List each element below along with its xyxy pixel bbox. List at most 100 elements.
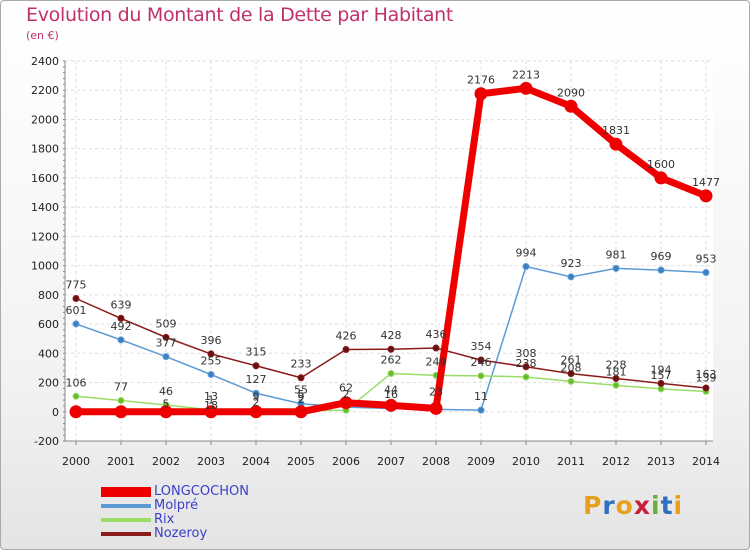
data-point-longcochon — [609, 137, 623, 151]
data-label: 509 — [156, 317, 177, 330]
data-point-molpre — [567, 273, 575, 281]
data-label: 377 — [156, 337, 177, 350]
data-point-longcochon — [654, 171, 668, 185]
legend-swatch — [101, 531, 151, 537]
data-label: 354 — [471, 340, 492, 353]
data-label: 246 — [471, 356, 492, 369]
x-tick-label: 2011 — [557, 455, 585, 468]
data-point-molpre — [477, 406, 485, 414]
data-point-molpre — [72, 320, 80, 328]
legend: LONGCOCHON Molpré Rix Nozeroy — [101, 484, 361, 541]
data-label: 2176 — [467, 74, 495, 87]
data-label: 436 — [426, 328, 447, 341]
data-point-nozeroy — [567, 370, 575, 378]
legend-swatch — [101, 503, 151, 509]
data-label: 492 — [111, 320, 132, 333]
logo-letter: r — [602, 491, 616, 520]
data-point-rix — [522, 373, 530, 381]
logo-letter: o — [615, 491, 634, 520]
data-point-molpre — [522, 262, 530, 270]
data-label: 2090 — [557, 86, 585, 99]
x-tick-label: 2009 — [467, 455, 495, 468]
data-point-longcochon — [564, 99, 578, 113]
chart-title: Evolution du Montant de la Dette par Hab… — [26, 4, 454, 26]
data-label: 639 — [111, 298, 132, 311]
data-point-nozeroy — [117, 314, 125, 322]
legend-label: Molpré — [154, 498, 199, 513]
legend-label: Rix — [154, 512, 175, 527]
data-label: 249 — [426, 355, 447, 368]
data-point-longcochon — [339, 396, 353, 410]
x-tick-label: 2014 — [692, 455, 720, 468]
legend-label: LONGCOCHON — [154, 484, 249, 499]
data-point-nozeroy — [477, 356, 485, 364]
data-label: 194 — [651, 363, 672, 376]
proxiti-logo: Proxiti — [583, 491, 683, 520]
data-label: 969 — [651, 250, 672, 263]
data-point-molpre — [252, 389, 260, 397]
data-label: 2 — [253, 396, 260, 409]
unit-label: (en €) — [26, 29, 59, 42]
data-label: 157 — [651, 369, 672, 382]
data-point-longcochon — [69, 405, 83, 419]
y-tick-label: 200 — [38, 377, 59, 390]
y-tick-label: -200 — [34, 435, 59, 448]
data-label: 62 — [339, 381, 353, 394]
data-label: 127 — [246, 373, 267, 386]
x-tick-label: 2001 — [107, 455, 135, 468]
data-label: 261 — [561, 354, 582, 367]
legend-item-longcochon: LONGCOCHON — [101, 484, 361, 499]
data-label: 1600 — [647, 158, 675, 171]
legend-label: Nozeroy — [154, 526, 208, 541]
data-label: 139 — [696, 371, 717, 384]
data-label: 2 — [298, 393, 305, 406]
data-point-longcochon — [699, 189, 713, 203]
data-label: 308 — [516, 347, 537, 360]
data-point-nozeroy — [702, 384, 710, 392]
logo-letter: x — [633, 491, 651, 520]
data-label: 953 — [696, 252, 717, 265]
data-label: 238 — [516, 357, 537, 370]
data-point-longcochon — [474, 87, 488, 101]
data-point-longcochon — [249, 405, 263, 419]
data-point-longcochon — [159, 405, 173, 419]
data-point-longcochon — [204, 405, 218, 419]
data-point-longcochon — [429, 401, 443, 415]
y-tick-label: 1800 — [31, 143, 59, 156]
data-label: 228 — [606, 358, 627, 371]
x-tick-label: 2010 — [512, 455, 540, 468]
data-label: 426 — [336, 330, 357, 343]
data-point-nozeroy — [432, 344, 440, 352]
data-point-nozeroy — [72, 295, 80, 302]
data-point-rix — [612, 381, 620, 389]
logo-letter: i — [651, 491, 661, 520]
data-point-longcochon — [114, 405, 128, 419]
data-label: 396 — [201, 334, 222, 347]
data-label: 255 — [201, 355, 222, 368]
data-label: 2 — [343, 388, 350, 401]
data-label: 1477 — [692, 176, 720, 189]
data-label: 106 — [66, 376, 87, 389]
y-tick-label: 800 — [38, 289, 59, 302]
x-tick-label: 2006 — [332, 455, 360, 468]
data-point-nozeroy — [207, 350, 215, 358]
logo-letter: t — [660, 491, 674, 520]
data-point-rix — [72, 392, 80, 400]
data-label: 18 — [204, 399, 218, 412]
data-point-molpre — [162, 353, 170, 361]
data-point-rix — [567, 377, 575, 385]
data-point-nozeroy — [522, 363, 530, 371]
legend-item-rix: Rix — [101, 512, 361, 527]
x-tick-label: 2012 — [602, 455, 630, 468]
data-label: 9 — [253, 390, 260, 403]
data-label: 262 — [381, 353, 402, 366]
data-label: 163 — [696, 368, 717, 381]
data-label: 428 — [381, 329, 402, 342]
data-label: 46 — [159, 385, 173, 398]
data-label: 1 — [208, 394, 215, 407]
data-label: 16 — [384, 388, 398, 401]
data-label: 44 — [384, 384, 398, 397]
data-label: 233 — [291, 358, 312, 371]
data-point-nozeroy — [657, 379, 665, 387]
